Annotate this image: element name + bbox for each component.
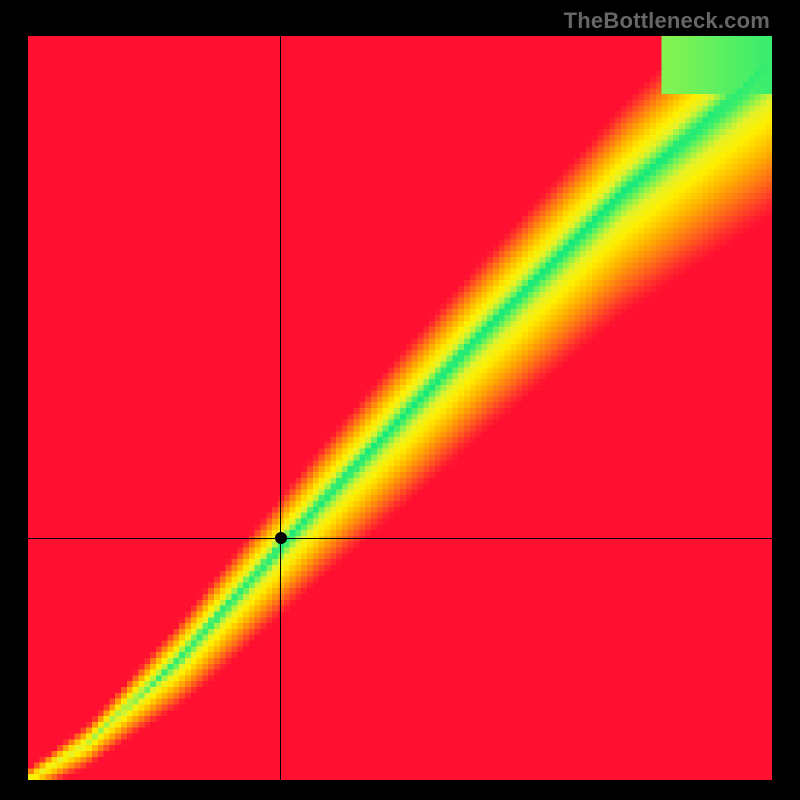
heatmap-canvas [28,36,772,780]
crosshair-horizontal-line [28,538,772,539]
watermark-text: TheBottleneck.com [564,8,770,34]
crosshair-vertical-line [280,36,281,780]
heatmap-plot [28,36,772,780]
crosshair-marker [271,528,291,548]
